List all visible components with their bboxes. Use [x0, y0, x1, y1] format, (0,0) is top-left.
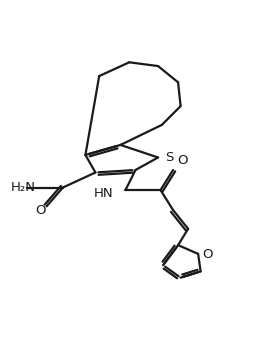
Text: O: O — [202, 248, 213, 261]
Text: S: S — [165, 151, 174, 164]
Text: O: O — [178, 154, 188, 167]
Text: O: O — [36, 204, 46, 217]
Text: H₂N: H₂N — [10, 181, 35, 194]
Text: HN: HN — [94, 187, 113, 200]
